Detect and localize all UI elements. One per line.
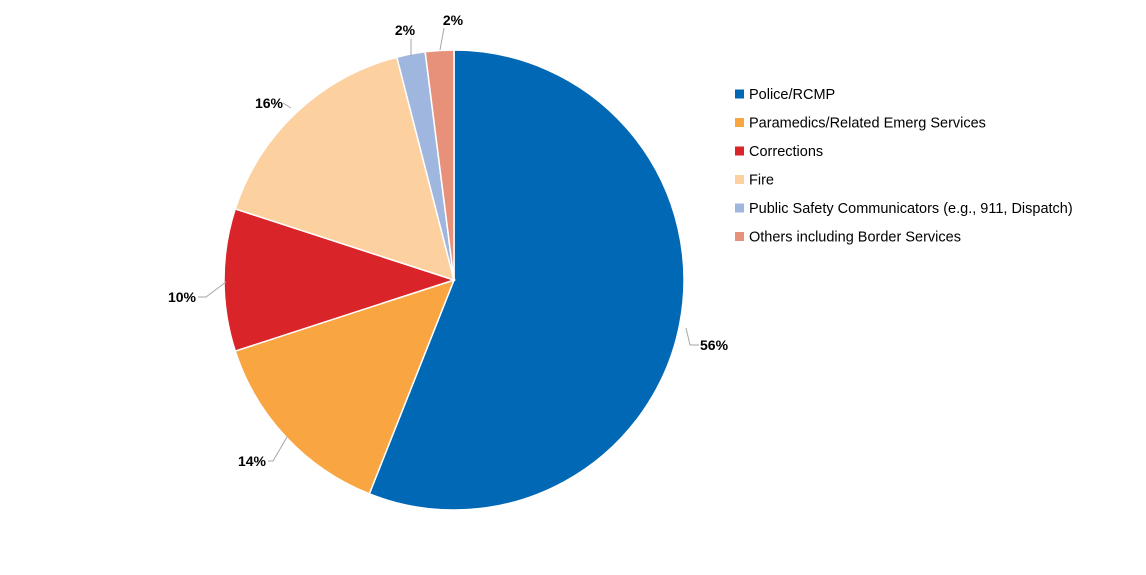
legend-item-public-safety-communicators-e-g-911-dispatch: Public Safety Communicators (e.g., 911, … [735, 201, 1073, 217]
pie-slices [223, 49, 685, 511]
legend-item-police-rcmp: Police/RCMP [735, 87, 835, 103]
legend-label: Police/RCMP [749, 87, 835, 103]
data-label-others-including-border-services: 2% [443, 12, 464, 28]
data-label-corrections: 10% [168, 289, 197, 305]
pie-slice-fire [234, 56, 456, 282]
pie-slice-corrections [223, 207, 457, 353]
data-label-police-rcmp: 56% [700, 337, 729, 353]
pie-slice-others-including-border-services [424, 49, 455, 281]
legend-item-others-including-border-services: Others including Border Services [735, 230, 961, 246]
leader-line-others-including-border-services [439, 27, 445, 51]
legend-swatch [735, 203, 744, 213]
legend-swatch [735, 232, 744, 241]
legend-label: Corrections [749, 144, 823, 160]
leader-line-fire [282, 102, 292, 109]
label-leader-lines [198, 27, 699, 462]
legend: Police/RCMP Paramedics/Related Emerg Serv… [735, 87, 1073, 246]
legend-swatch [735, 175, 744, 184]
legend-label: Paramedics/Related Emerg Services [749, 116, 986, 132]
pie-slice-police-rcmp [368, 49, 685, 511]
data-label-public-safety-communicators-e-g-911-dispatch: 2% [395, 22, 416, 38]
data-labels: 56% 14% 10% 16% 2% 2% [168, 12, 729, 469]
legend-item-corrections: Corrections [735, 144, 823, 160]
legend-label: Others including Border Services [749, 230, 961, 246]
legend-item-paramedics-related-emerg-services: Paramedics/Related Emerg Services [735, 116, 986, 132]
leader-line-corrections [198, 281, 227, 298]
leader-line-paramedics-related-emerg-services [268, 436, 288, 462]
legend-swatch [735, 89, 744, 99]
legend-label: Fire [749, 173, 774, 189]
legend-swatch [735, 118, 744, 127]
data-label-paramedics-related-emerg-services: 14% [238, 453, 267, 469]
legend-label: Public Safety Communicators (e.g., 911, … [749, 201, 1073, 217]
legend-swatch [735, 146, 744, 156]
legend-item-fire: Fire [735, 173, 774, 189]
data-label-fire: 16% [255, 95, 284, 111]
leader-line-police-rcmp [685, 327, 699, 346]
